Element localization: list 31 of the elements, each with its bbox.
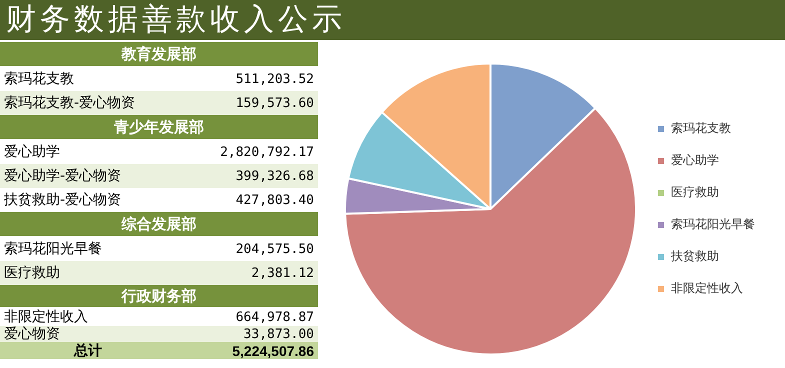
text: 综合发展部 — [0, 212, 318, 237]
legend-label: 扶贫救助 — [670, 249, 719, 264]
legend-label: 非限定性收入 — [671, 281, 743, 296]
text: 财务数据善款收入公示 — [0, 0, 785, 40]
text: 医疗救助 — [4, 264, 60, 282]
text: 爱心助学 — [4, 143, 60, 161]
text: 5,224,507.86 — [232, 342, 314, 358]
text: 159,573.60 — [236, 96, 314, 110]
text: 行政财务部 — [0, 285, 318, 308]
legend-label: 索玛花阳光早餐 — [671, 217, 755, 232]
text: 青少年发展部 — [0, 115, 318, 140]
text: 索玛花支教-爱心物资 — [4, 94, 136, 112]
legend-label: 索玛花支教 — [671, 121, 731, 136]
text: 33,873.00 — [244, 326, 314, 342]
text: 511,203.52 — [236, 72, 314, 86]
text: 爱心助学-爱心物资 — [4, 167, 122, 185]
legend-label: 医疗救助 — [671, 185, 719, 200]
text: 索玛花支教 — [4, 70, 74, 88]
text: 2,381.12 — [251, 266, 314, 280]
text: 扶贫救助-爱心物资 — [4, 191, 122, 209]
text: 索玛花阳光早餐 — [4, 240, 102, 258]
text: 204,575.50 — [236, 242, 314, 256]
legend-label: 爱心助学 — [671, 153, 719, 168]
text: 教育发展部 — [0, 42, 318, 67]
text: 非限定性收入 — [4, 308, 88, 326]
text: 399,326.68 — [236, 168, 314, 184]
text: 2,820,792.17 — [220, 144, 314, 160]
text: 427,803.40 — [236, 192, 314, 208]
text: 664,978.87 — [236, 310, 314, 324]
text: 爱心物资 — [4, 325, 60, 343]
text: 总计 — [74, 342, 102, 360]
